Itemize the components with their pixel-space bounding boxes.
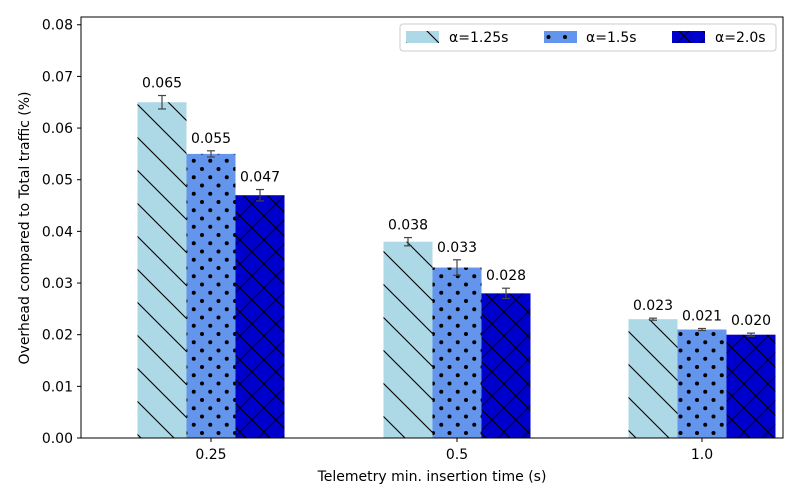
x-axis-ticks: 0.25 0.5 1.0 bbox=[195, 438, 713, 463]
bar bbox=[235, 195, 285, 438]
y-tick-label: 0.06 bbox=[42, 121, 73, 137]
data-label: 0.020 bbox=[731, 313, 771, 329]
x-axis-label: Telemetry min. insertion time (s) bbox=[317, 469, 547, 485]
y-tick-label: 0.02 bbox=[42, 328, 73, 344]
y-tick-label: 0.08 bbox=[42, 18, 73, 34]
legend-swatch-alpha-1-25 bbox=[406, 31, 439, 43]
bar bbox=[726, 334, 776, 438]
legend-swatch-alpha-1-5 bbox=[544, 31, 577, 43]
data-label: 0.065 bbox=[142, 76, 182, 92]
x-tick-label: 1.0 bbox=[691, 447, 713, 463]
data-label: 0.047 bbox=[240, 170, 280, 186]
x-tick-label: 0.25 bbox=[195, 447, 226, 463]
bar bbox=[186, 153, 236, 438]
bar bbox=[628, 319, 678, 438]
bars bbox=[137, 102, 776, 439]
legend-label-alpha-2-0: α=2.0s bbox=[715, 30, 766, 46]
bar bbox=[481, 293, 531, 438]
bar bbox=[432, 267, 482, 438]
bar bbox=[383, 241, 433, 438]
data-label: 0.021 bbox=[682, 308, 722, 324]
y-tick-label: 0.03 bbox=[42, 276, 73, 292]
y-tick-label: 0.04 bbox=[42, 224, 73, 240]
legend-label-alpha-1-25: α=1.25s bbox=[449, 30, 508, 46]
y-axis-ticks: 0.00 0.01 0.02 0.03 0.04 0.05 0.06 0.07 0.08 bbox=[42, 18, 81, 447]
bar bbox=[137, 102, 187, 439]
bar bbox=[677, 329, 727, 438]
plot-frame bbox=[80, 16, 784, 439]
legend-swatch-alpha-2-0 bbox=[672, 31, 705, 43]
legend-frame bbox=[399, 23, 777, 52]
data-labels: 0.065 0.038 0.023 0.055 0.033 0.021 0.047 0.028… bbox=[142, 76, 771, 330]
legend-label-alpha-1-5: α=1.5s bbox=[586, 30, 637, 46]
data-label: 0.038 bbox=[388, 218, 428, 234]
error-bars bbox=[158, 94, 755, 337]
data-label: 0.055 bbox=[191, 131, 231, 147]
data-label: 0.028 bbox=[486, 268, 526, 284]
x-tick-label: 0.5 bbox=[446, 447, 468, 463]
data-label: 0.033 bbox=[437, 240, 477, 256]
y-tick-label: 0.07 bbox=[42, 69, 73, 85]
y-axis-label: Overhead compared to Total traffic (%) bbox=[17, 92, 33, 365]
data-label: 0.023 bbox=[633, 298, 673, 314]
y-tick-label: 0.00 bbox=[42, 431, 73, 447]
y-tick-label: 0.01 bbox=[42, 379, 73, 395]
legend: α=1.25s α=1.5s α=2.0s bbox=[399, 23, 777, 52]
y-tick-label: 0.05 bbox=[42, 173, 73, 189]
